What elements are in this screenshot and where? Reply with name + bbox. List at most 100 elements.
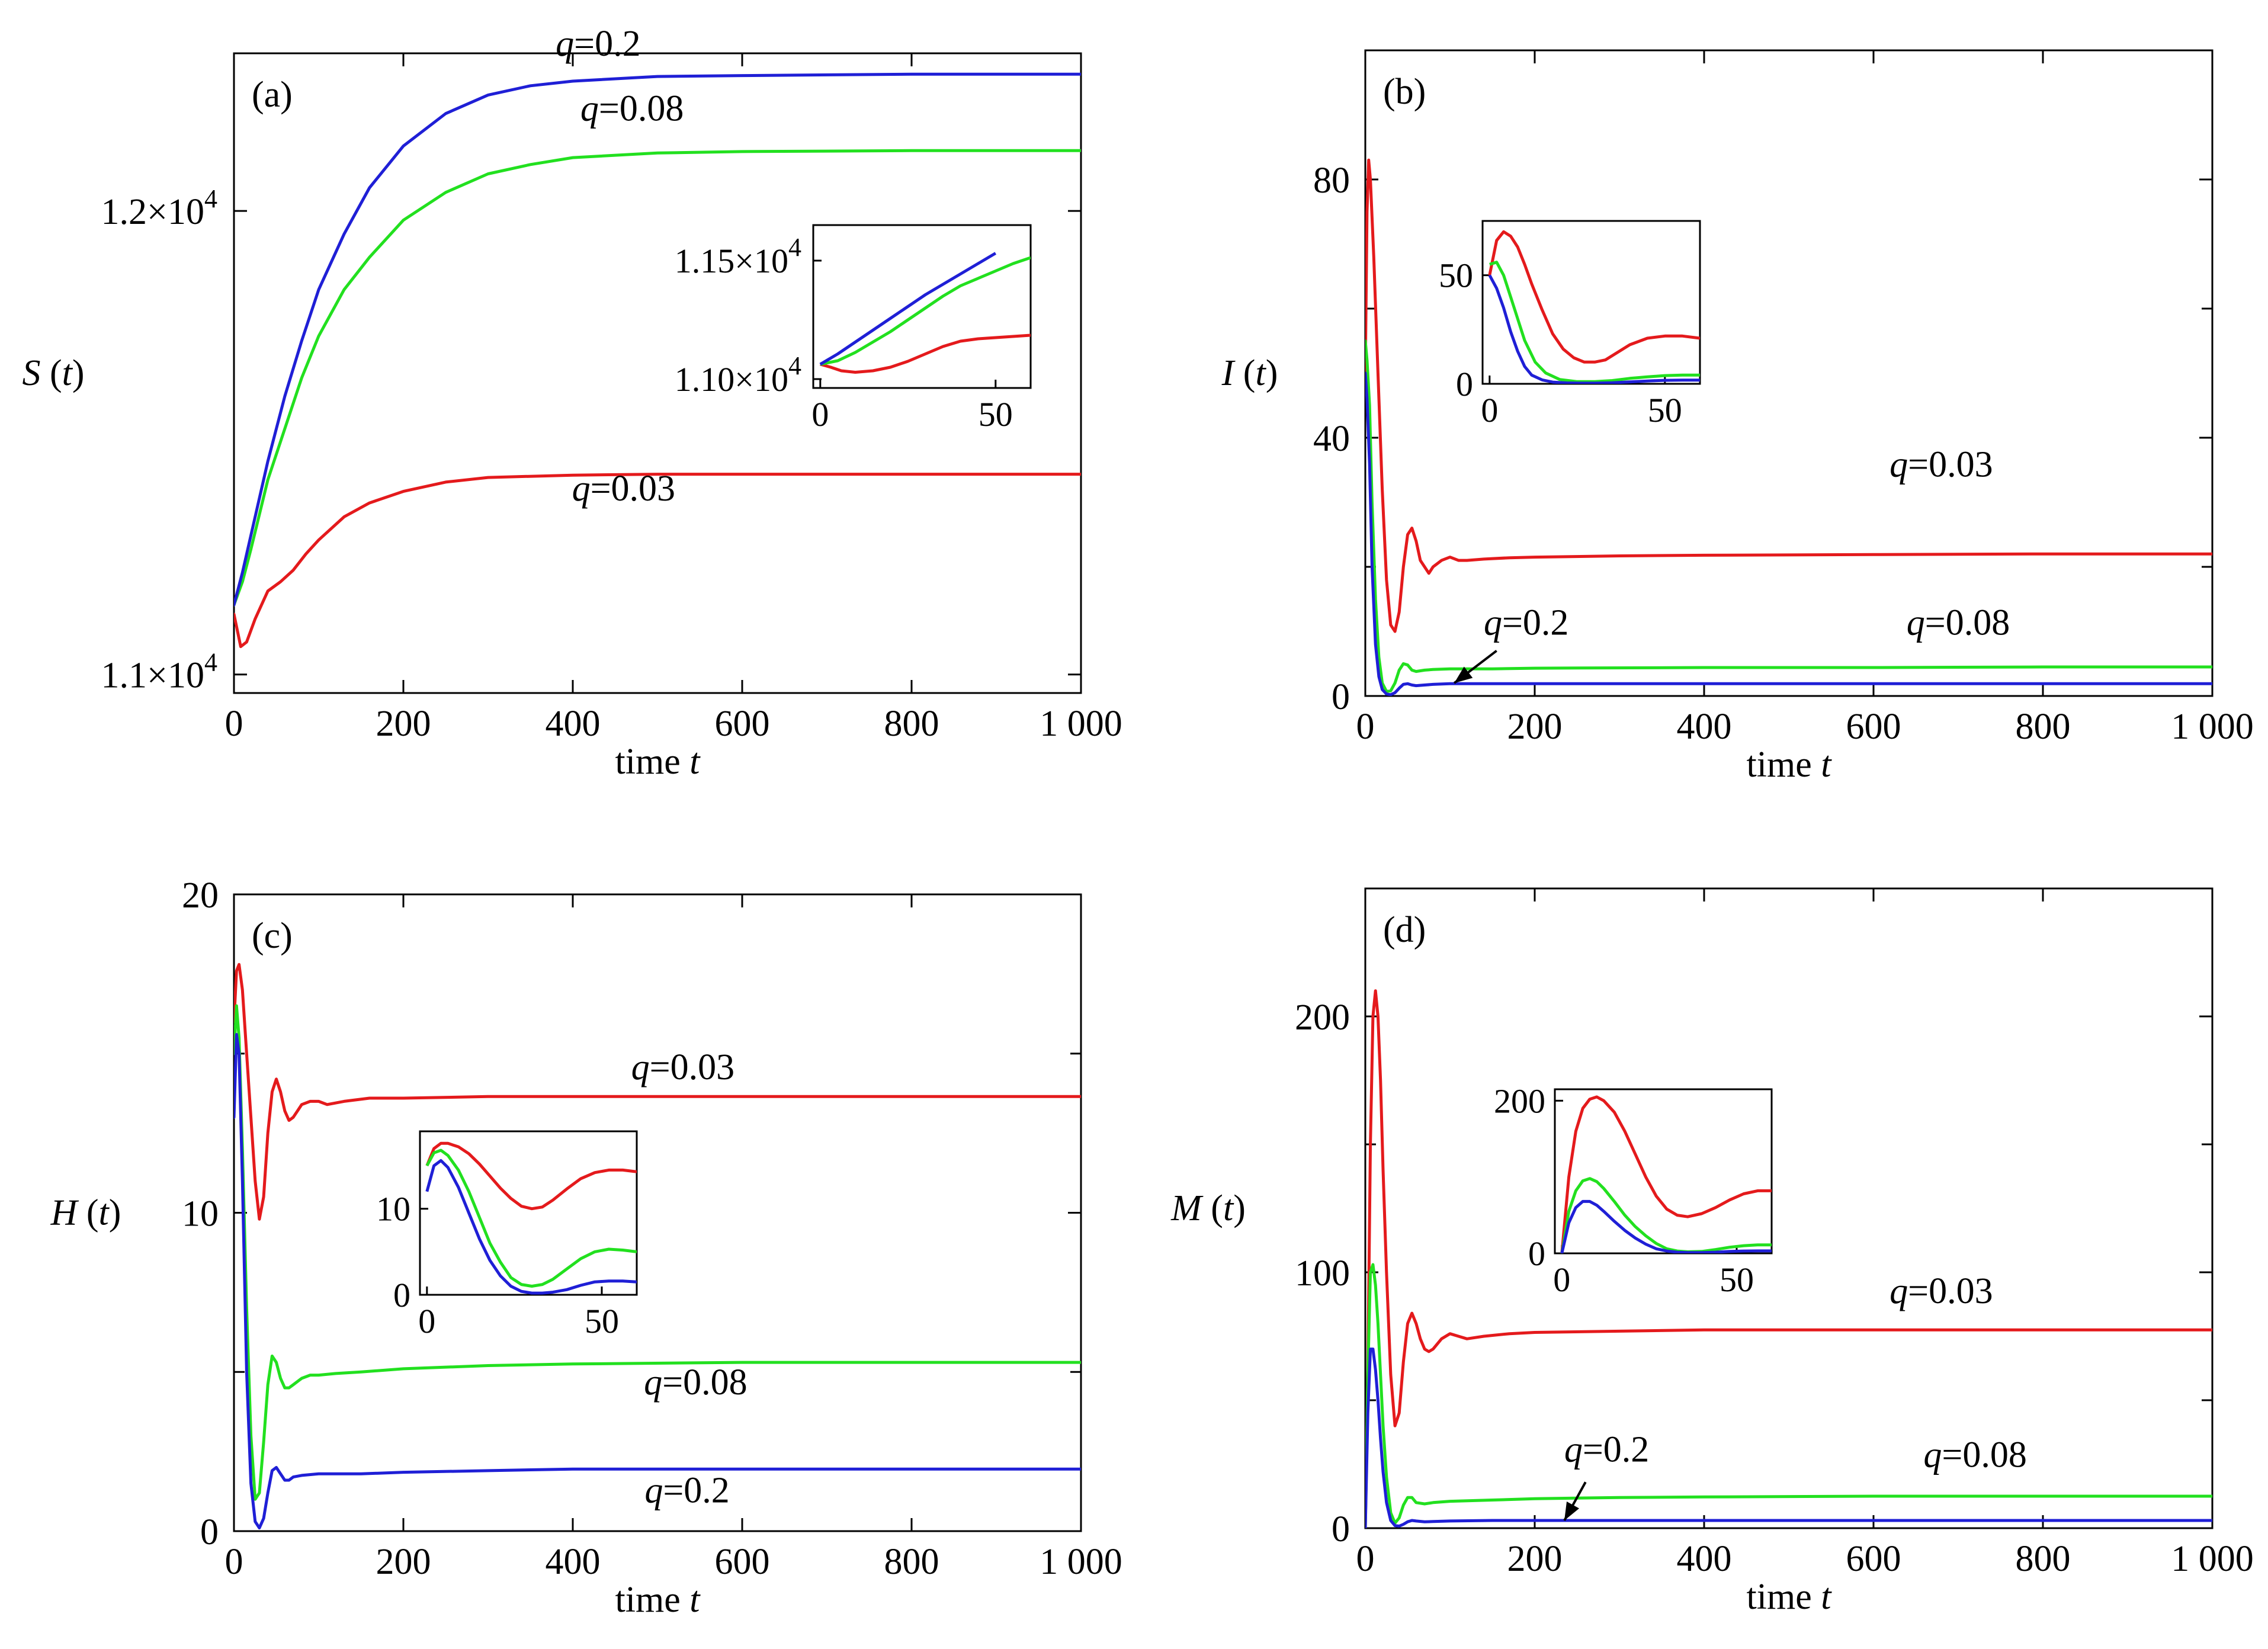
x-tick-label: 600 [1846,1539,1901,1579]
inset-x-tick-label: 50 [585,1302,619,1340]
x-tick-label: 600 [1846,707,1901,747]
x-tick-label: 600 [715,1542,770,1582]
inset-y-tick-label: 50 [1439,256,1473,295]
x-tick-label: 1 000 [1040,704,1122,744]
inset-plot: 0 50 1.10×104 1.15×104 [675,224,1032,434]
inset-y-tick-label: 0 [1456,365,1473,403]
panel-c: 0 200 400 600 800 1 000 0 10 20 time t H (t) (c) q=0… [50,875,1122,1620]
plot-frame [1364,49,2214,697]
series-label: q=0.08 [580,88,684,129]
inset-series-line-q02 [819,252,997,366]
series-label: q=0.2 [644,1471,729,1511]
y-tick-label: 20 [182,875,219,916]
inset-y-tick-label: 1.15×104 [675,233,801,280]
inset-plot: 0 50 0 200 [1494,1082,1773,1299]
x-tick-label: 200 [1507,1539,1563,1579]
series-label: q=0.2 [1564,1430,1649,1470]
inset-y-tick-label: 200 [1494,1082,1545,1120]
series-label: q=0.08 [1923,1435,2026,1475]
series-line-q02 [1365,371,2212,696]
plot-frame [233,52,1082,694]
inset-x-tick-label: 0 [418,1302,435,1340]
inset-series-line-q008 [1560,1177,1772,1253]
inset-frame [419,1130,638,1296]
y-tick-label: 0 [200,1512,219,1552]
x-tick-label: 600 [715,704,770,744]
series-line-q02 [1365,1348,2212,1528]
inset-series-line-q008 [820,256,1031,366]
inset-series-line-q02 [1560,1199,1772,1253]
series-line-q02 [234,72,1081,607]
x-tick-label: 400 [1677,1539,1732,1579]
x-tick-label: 1 000 [1040,1542,1122,1582]
series-label: q=0.08 [644,1362,747,1403]
x-tick-label: 0 [1356,707,1375,747]
inset-x-tick-label: 0 [811,395,829,434]
inset-frame [812,224,1032,389]
x-tick-label: 800 [2016,707,2071,747]
annotation-arrowhead [1564,1501,1580,1521]
y-tick-label: 200 [1295,997,1350,1038]
inset-series-line-q008 [1489,261,1700,383]
series-line-q02 [234,1033,1081,1530]
series-line-q003 [234,963,1081,1221]
panel-label: (d) [1383,910,1426,950]
x-tick-label: 800 [2016,1539,2071,1579]
y-tick-label: 40 [1313,419,1350,459]
inset-y-tick-label: 0 [1528,1234,1545,1273]
x-tick-label: 0 [1356,1539,1375,1579]
inset-series-line-q008 [425,1148,637,1288]
series-line-q003 [1365,158,2212,633]
series-label: q=0.03 [1890,1271,1993,1311]
x-tick-label: 200 [376,1542,431,1582]
x-tick-label: 400 [546,1542,601,1582]
plot-frame [1364,887,2214,1529]
series-label: q=0.03 [1890,444,1993,485]
x-axis-title: time t [615,1580,701,1620]
series-line-q003 [1365,989,2212,1528]
panel-label: (a) [252,75,293,115]
series-label: q=0.2 [556,24,640,64]
y-axis-title: H (t) [50,1193,121,1233]
x-axis-title: time t [615,742,701,782]
x-tick-label: 200 [1507,707,1563,747]
panel-d: 0 200 400 600 800 1 000 0 100 200 time t M (t) (d) q… [1170,887,2254,1617]
series-label: q=0.03 [631,1047,734,1087]
series-label: q=0.03 [572,469,675,509]
series-label: q=0.08 [1907,602,2010,643]
panel-label: (b) [1383,72,1426,112]
y-axis-title: I (t) [1221,353,1278,393]
x-axis-title: time t [1747,1577,1833,1617]
y-tick-label: 1.2×104 [101,184,217,232]
y-tick-label: 0 [1332,1509,1350,1549]
panel-a: 0 200 400 600 800 1 000 1.1×104 1.2×104 time t S … [22,24,1122,782]
y-axis-title: S (t) [22,353,84,393]
x-tick-label: 400 [546,704,601,744]
x-tick-label: 200 [376,704,431,744]
panel-b: 0 200 400 600 800 1 000 0 40 80 time t I (t) (b) q=0… [1221,49,2254,785]
x-tick-label: 1 000 [2171,707,2254,747]
inset-series-line-q003 [425,1141,637,1211]
inset-plot: 0 50 0 10 [376,1130,638,1340]
y-tick-label: 10 [182,1194,219,1234]
inset-series-line-q02 [1488,274,1700,384]
series-line-q008 [1365,339,2212,693]
y-tick-label: 100 [1295,1253,1350,1294]
inset-x-tick-label: 0 [1481,391,1498,429]
x-tick-label: 800 [884,704,939,744]
x-tick-label: 400 [1677,707,1732,747]
inset-y-tick-label: 1.10×104 [675,351,801,399]
series-line-q008 [234,1004,1081,1501]
series-label: q=0.2 [1484,602,1568,643]
y-tick-label: 1.1×104 [101,648,217,696]
inset-x-tick-label: 0 [1553,1260,1570,1299]
inset-plot: 0 50 0 50 [1439,220,1701,429]
annotation-arrowhead [1454,666,1473,684]
inset-y-tick-label: 0 [393,1276,410,1314]
inset-series-line-q02 [425,1159,637,1295]
inset-x-tick-label: 50 [1648,391,1682,429]
x-tick-label: 1 000 [2171,1539,2254,1579]
inset-series-line-q003 [820,333,1031,374]
